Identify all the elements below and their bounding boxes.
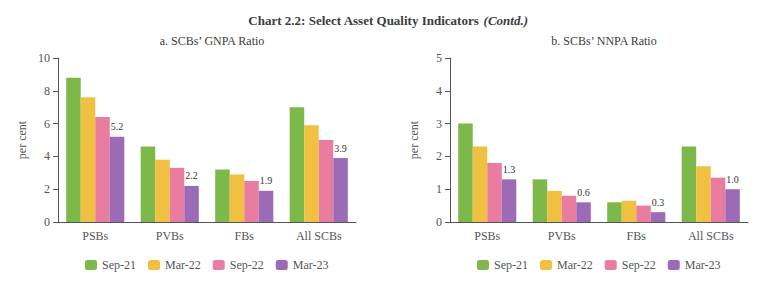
svg-text:3.9: 3.9: [334, 143, 347, 154]
svg-text:All SCBs: All SCBs: [296, 229, 342, 243]
svg-text:2: 2: [44, 182, 50, 196]
svg-text:(Contd.): (Contd.): [484, 13, 528, 28]
svg-text:b. SCBs’ NNPA Ratio: b. SCBs’ NNPA Ratio: [551, 34, 656, 48]
svg-text:FBs: FBs: [235, 229, 255, 243]
svg-text:Sep-22: Sep-22: [622, 258, 656, 272]
svg-text:PSBs: PSBs: [82, 229, 108, 243]
svg-text:Mar-22: Mar-22: [557, 258, 593, 272]
svg-text:PSBs: PSBs: [474, 229, 500, 243]
svg-text:PVBs: PVBs: [156, 229, 184, 243]
svg-text:Chart 2.2: Select Asset Qualit: Chart 2.2: Select Asset Quality Indicato…: [248, 13, 478, 28]
svg-text:Sep-21: Sep-21: [102, 258, 136, 272]
svg-text:2: 2: [436, 149, 442, 163]
svg-text:Mar-22: Mar-22: [165, 258, 201, 272]
svg-text:4: 4: [44, 149, 50, 163]
svg-text:FBs: FBs: [627, 229, 647, 243]
svg-text:Sep-21: Sep-21: [494, 258, 528, 272]
svg-text:per cent: per cent: [15, 120, 29, 159]
svg-text:10: 10: [38, 51, 50, 65]
svg-text:3: 3: [436, 117, 442, 131]
svg-text:0: 0: [44, 215, 50, 229]
svg-text:Mar-23: Mar-23: [293, 258, 329, 272]
svg-text:PVBs: PVBs: [548, 229, 576, 243]
svg-text:5.2: 5.2: [111, 121, 124, 132]
svg-text:6: 6: [44, 117, 50, 131]
svg-text:4: 4: [436, 84, 442, 98]
svg-text:1.3: 1.3: [503, 164, 515, 175]
svg-text:0: 0: [436, 215, 442, 229]
svg-text:2.2: 2.2: [185, 170, 198, 181]
svg-text:Mar-23: Mar-23: [685, 258, 721, 272]
svg-text:0.3: 0.3: [652, 197, 665, 208]
svg-text:1.9: 1.9: [260, 175, 273, 186]
svg-text:All SCBs: All SCBs: [688, 229, 734, 243]
svg-text:1.0: 1.0: [726, 174, 739, 185]
svg-text:0.6: 0.6: [577, 187, 590, 198]
svg-text:5: 5: [436, 51, 442, 65]
svg-text:Sep-22: Sep-22: [230, 258, 264, 272]
svg-text:a. SCBs’ GNPA Ratio: a. SCBs’ GNPA Ratio: [160, 34, 265, 48]
svg-text:per cent: per cent: [407, 120, 421, 159]
svg-text:8: 8: [44, 84, 50, 98]
svg-text:1: 1: [436, 182, 442, 196]
